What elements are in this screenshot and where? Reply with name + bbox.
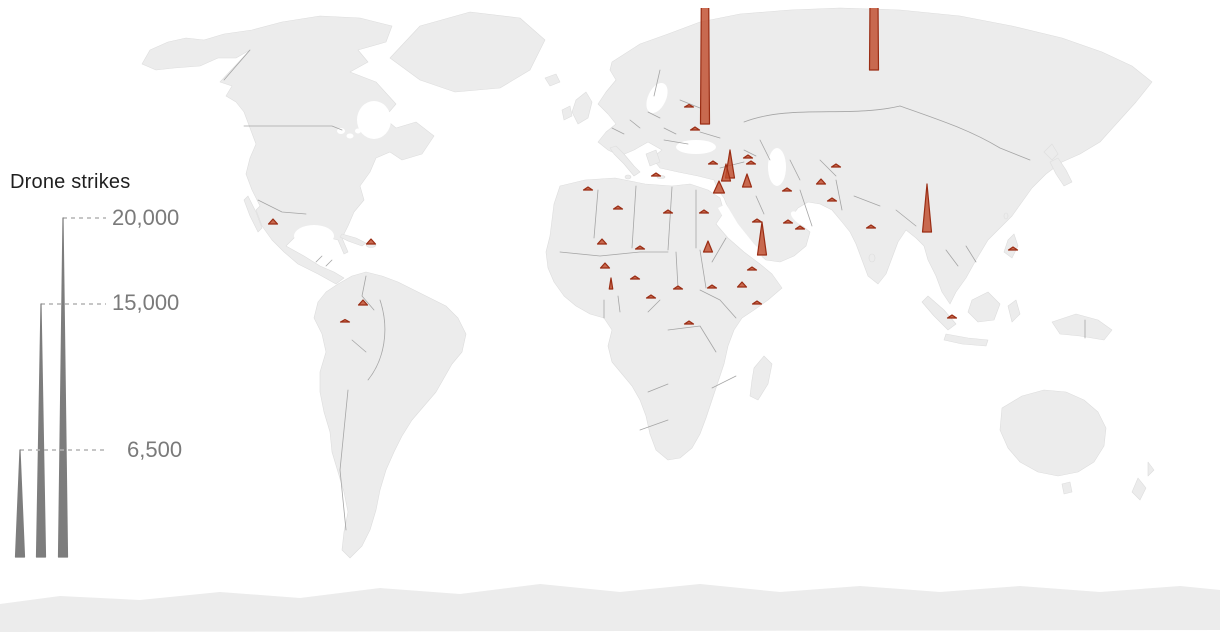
spike-cameroon xyxy=(645,294,657,299)
spike-nigeria xyxy=(629,275,641,280)
landmass-japan-south xyxy=(1049,157,1073,187)
legend-spikes-layer xyxy=(14,217,106,558)
spike-lebanon xyxy=(720,163,732,182)
spike-turkey xyxy=(707,160,719,165)
spike-uae xyxy=(782,219,794,224)
spike-algeria xyxy=(612,205,624,210)
hudson-bay xyxy=(357,101,391,139)
legend-spike-15000 xyxy=(35,303,47,558)
spike-burkina-faso xyxy=(599,262,611,269)
legend-title: Drone strikes xyxy=(10,171,131,193)
strike-spikes-layer xyxy=(267,8,1019,325)
landmass-sicily xyxy=(624,174,632,180)
landmass-new-zealand-south xyxy=(1131,477,1147,501)
water-cutouts xyxy=(294,83,810,260)
landmass-sumatra xyxy=(921,295,957,331)
great-lake-3 xyxy=(355,128,361,134)
spike-ecuador xyxy=(339,318,351,323)
spike-iraq xyxy=(741,173,753,188)
spike-somalia xyxy=(751,300,763,305)
landmass-eurasia xyxy=(597,7,1153,305)
spike-tajikistan xyxy=(830,163,842,168)
landmass-iceland xyxy=(544,73,561,87)
legend-spike-20000 xyxy=(57,217,69,558)
black-sea xyxy=(676,140,716,154)
spike-eritrea xyxy=(746,266,758,271)
spike-pakistan xyxy=(826,197,838,202)
landmass-north-america xyxy=(141,15,435,285)
landmass-taiwan xyxy=(1003,212,1009,220)
landmass-cuba xyxy=(339,233,367,247)
landmass-south-america xyxy=(313,271,467,559)
spike-india xyxy=(865,224,877,229)
spike-azerbaijan xyxy=(745,160,757,165)
spike-libya xyxy=(662,209,674,214)
spike-myanmar xyxy=(921,183,933,233)
spike-belarus xyxy=(683,103,695,108)
spike-philippines xyxy=(1007,246,1019,251)
great-lake-1 xyxy=(337,128,345,134)
spike-ethiopia xyxy=(736,281,748,288)
landmass-java xyxy=(943,333,989,347)
red-sea xyxy=(718,204,764,260)
spike-ukraine xyxy=(699,8,711,125)
landmass-greece xyxy=(645,149,661,167)
persian-gulf xyxy=(790,211,810,227)
landmasses xyxy=(0,7,1220,632)
landmass-new-guinea xyxy=(1051,313,1113,341)
spike-benin xyxy=(608,277,614,290)
spike-mali xyxy=(596,238,608,245)
gulf-of-mexico xyxy=(294,225,334,247)
landmass-antarctica xyxy=(0,584,1220,632)
legend-tick-6500: 6,500 xyxy=(127,437,183,462)
landmass-baja xyxy=(243,195,263,233)
spike-iran xyxy=(781,187,793,192)
spike-israel xyxy=(712,180,726,194)
legend-spike-6500 xyxy=(14,449,26,558)
spike-yemen xyxy=(756,221,768,256)
spike-central-african-republic xyxy=(706,284,718,289)
baltic-sea xyxy=(646,83,668,113)
spike-oman xyxy=(794,225,806,230)
landmass-new-zealand-north xyxy=(1147,461,1155,477)
country-borders xyxy=(223,49,1086,531)
landmass-ireland xyxy=(561,105,573,121)
landmass-borneo xyxy=(967,291,1001,323)
spike-niger xyxy=(634,245,646,250)
spike-morocco xyxy=(582,186,594,191)
great-lake-2 xyxy=(346,133,354,139)
landmass-philippines xyxy=(1003,233,1019,259)
legend-tick-20000: 20,000 xyxy=(112,205,180,230)
landmass-greenland xyxy=(389,11,546,93)
spike-moldova xyxy=(689,126,701,131)
landmass-japan-north xyxy=(1043,143,1059,161)
caspian-sea xyxy=(768,148,786,186)
landmass-italy xyxy=(609,145,641,177)
legend-tick-15000: 15,000 xyxy=(112,290,180,315)
spike-egypt xyxy=(698,209,710,214)
landmass-australia xyxy=(999,389,1107,477)
spike-greece xyxy=(650,172,662,177)
landmass-uk xyxy=(571,91,593,125)
landmass-sulawesi xyxy=(1007,299,1021,323)
spike-dr-congo xyxy=(683,320,695,325)
spike-chad xyxy=(672,285,684,290)
landmass-tasmania xyxy=(1061,481,1073,495)
spike-saudi-arabia xyxy=(751,218,763,223)
spike-indonesia xyxy=(946,314,958,319)
landmass-sri-lanka xyxy=(868,253,876,263)
landmass-madagascar xyxy=(749,355,773,401)
spike-hispaniola xyxy=(365,238,377,245)
spike-afghanistan xyxy=(815,178,827,185)
spike-colombia xyxy=(357,299,369,306)
spike-russia xyxy=(868,8,880,71)
spike-sudan xyxy=(702,240,714,253)
spike-mexico xyxy=(267,218,279,225)
spike-armenia xyxy=(742,154,754,159)
